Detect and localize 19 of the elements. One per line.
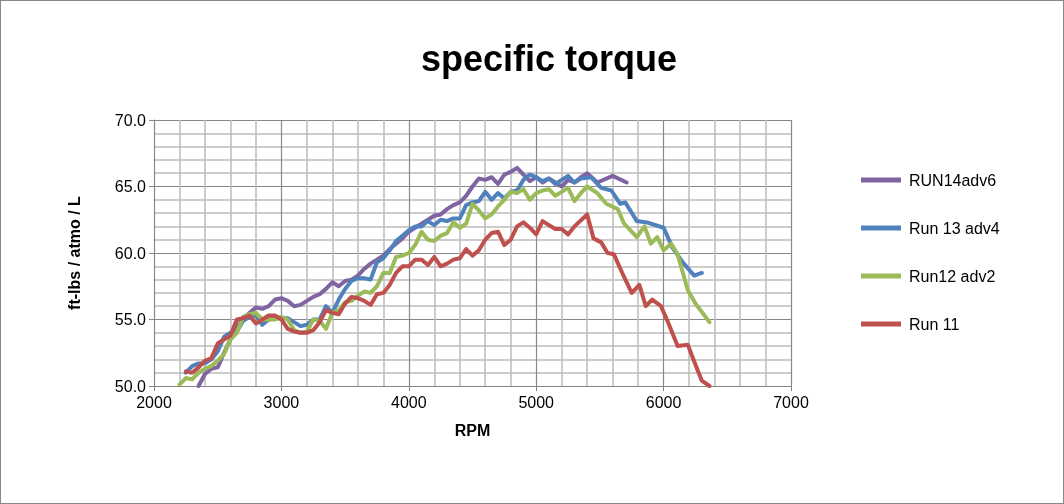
legend-label: Run 13 adv4 — [909, 219, 1000, 237]
legend-label: Run12 adv2 — [909, 267, 996, 285]
legend-label: Run 11 — [909, 315, 960, 333]
y-tick-label: 70.0 — [114, 111, 147, 129]
x-tick-label: 5000 — [518, 393, 555, 411]
y-axis-title: ft-lbs / atmo / L — [65, 195, 83, 310]
line-series — [183, 212, 712, 388]
x-axis-title: RPM — [454, 421, 491, 439]
x-tick-label: 4000 — [391, 393, 427, 411]
x-tick-label: 2000 — [136, 393, 172, 411]
x-tick-label: 7000 — [773, 393, 809, 411]
chart-title: specific torque — [420, 37, 678, 79]
y-tick-label: 55.0 — [114, 311, 147, 328]
y-tick-label: 60.0 — [114, 244, 147, 262]
y-tick-label: 65.0 — [114, 178, 147, 195]
legend-label: RUN14adv6 — [909, 171, 997, 189]
x-tick-label: 6000 — [645, 393, 682, 411]
y-tick-label: 50.0 — [114, 377, 147, 395]
x-tick-label: 3000 — [263, 393, 300, 411]
